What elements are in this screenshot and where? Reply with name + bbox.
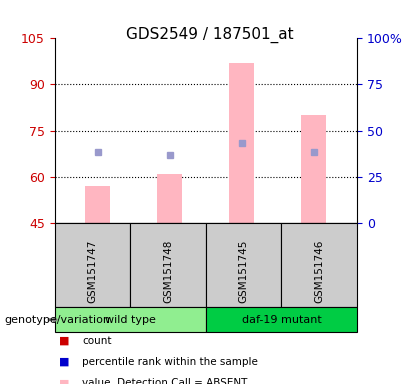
- Text: percentile rank within the sample: percentile rank within the sample: [82, 357, 258, 367]
- Text: GSM151746: GSM151746: [314, 240, 324, 303]
- Text: GSM151745: GSM151745: [239, 240, 249, 303]
- Text: value, Detection Call = ABSENT: value, Detection Call = ABSENT: [82, 378, 247, 384]
- Text: ■: ■: [59, 357, 69, 367]
- Text: genotype/variation: genotype/variation: [4, 314, 110, 325]
- Text: daf-19 mutant: daf-19 mutant: [241, 314, 321, 325]
- Bar: [301, 115, 326, 223]
- Text: GSM151747: GSM151747: [87, 240, 97, 303]
- Text: ■: ■: [59, 336, 69, 346]
- Text: GSM151748: GSM151748: [163, 240, 173, 303]
- Bar: [157, 174, 182, 223]
- Bar: [85, 186, 110, 223]
- Text: GDS2549 / 187501_at: GDS2549 / 187501_at: [126, 27, 294, 43]
- Text: count: count: [82, 336, 111, 346]
- Text: ■: ■: [59, 378, 69, 384]
- Bar: [229, 63, 255, 223]
- Text: wild type: wild type: [105, 314, 156, 325]
